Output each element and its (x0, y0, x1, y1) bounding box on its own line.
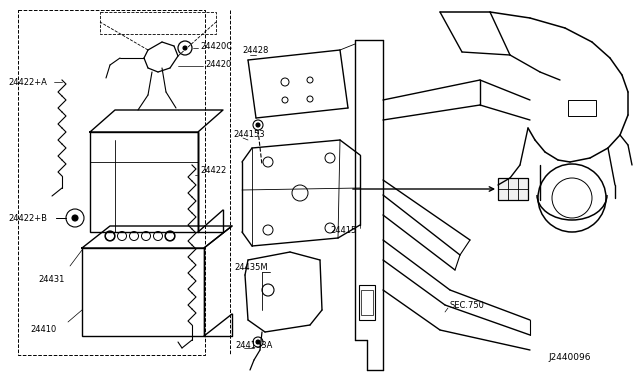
Circle shape (256, 340, 260, 344)
Circle shape (72, 215, 78, 221)
Text: 244153: 244153 (233, 129, 264, 138)
Text: 24435M: 24435M (234, 263, 268, 273)
Text: 24410: 24410 (30, 326, 56, 334)
Bar (359, 285, 375, 320)
Circle shape (256, 123, 260, 127)
Text: 24431: 24431 (38, 276, 65, 285)
Bar (90, 132, 198, 232)
Text: 24420C: 24420C (200, 42, 232, 51)
Text: 24415: 24415 (330, 225, 356, 234)
Circle shape (183, 46, 187, 50)
Bar (361, 290, 373, 315)
Text: 24420: 24420 (205, 60, 231, 68)
Bar (568, 100, 596, 116)
Text: SEC.750: SEC.750 (450, 301, 485, 310)
Text: 244153A: 244153A (235, 340, 273, 350)
Text: 24422+A: 24422+A (8, 77, 47, 87)
Bar (100, 12, 216, 34)
Text: J2440096: J2440096 (548, 353, 591, 362)
Text: 24422+B: 24422+B (8, 214, 47, 222)
Bar (498, 178, 528, 200)
Text: 24428: 24428 (242, 45, 268, 55)
Text: 24422: 24422 (200, 166, 227, 174)
Bar (82, 248, 204, 336)
